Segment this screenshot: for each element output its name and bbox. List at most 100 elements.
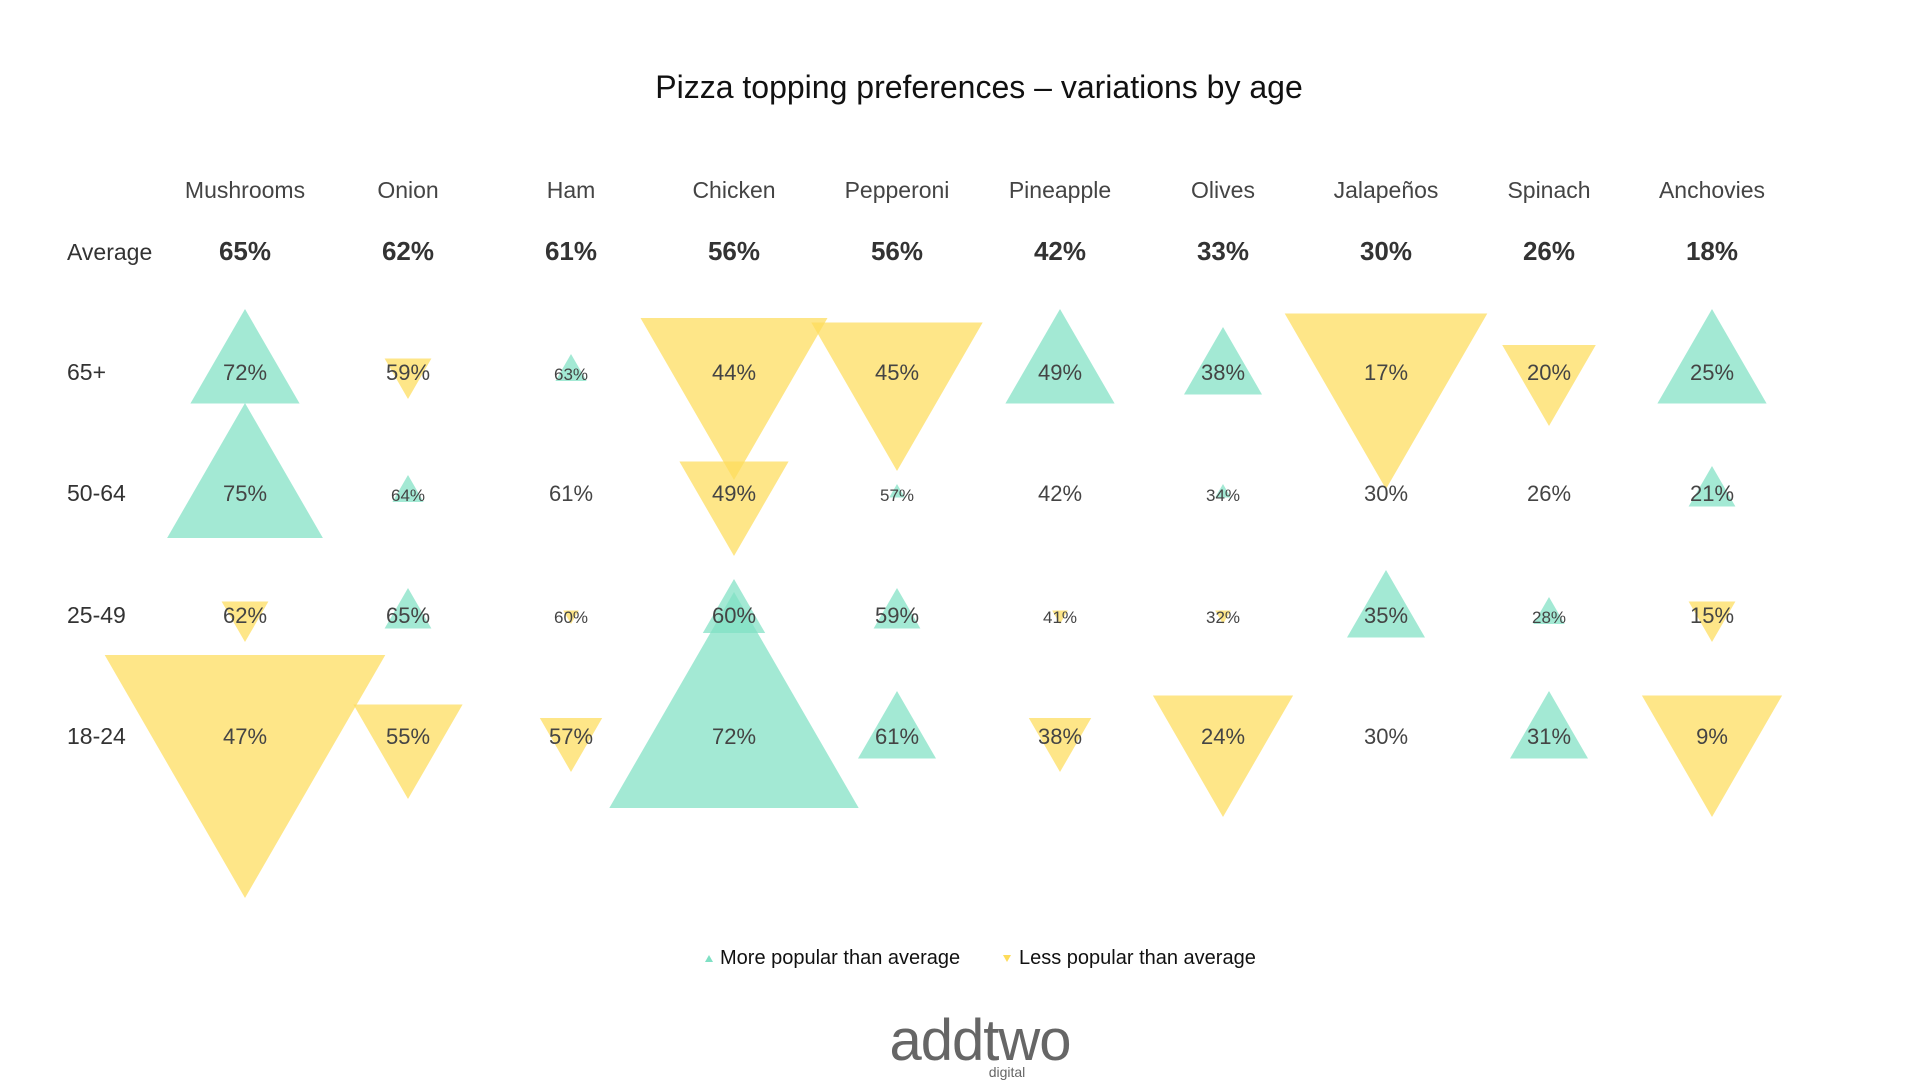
average-value-pepperoni: 56%: [871, 236, 923, 266]
triangle-onion-50-64: [392, 475, 424, 502]
triangle-anchovies-65-: [1657, 309, 1767, 404]
value-ham-50-64: 61%: [549, 481, 593, 506]
value-chicken-18-24: 72%: [712, 724, 756, 749]
value-olives-18-24: 24%: [1201, 724, 1245, 749]
value-mushrooms-18-24: 47%: [223, 724, 267, 749]
triangle-olives-50-64: [1215, 484, 1231, 498]
triangle-olives-18-24: [1152, 695, 1294, 817]
value-mushrooms-65-: 72%: [223, 360, 267, 385]
value-ham-25-49: 60%: [554, 608, 588, 627]
average-value-ham: 61%: [545, 236, 597, 266]
addtwo-logo: addtwo digital: [889, 1008, 1071, 1080]
triangle-spinach-25-49: [1533, 597, 1565, 624]
age-label-18-24: 18-24: [67, 723, 126, 749]
triangle-pineapple-25-49: [1052, 610, 1068, 624]
triangle-pineapple-18-24: [1028, 718, 1092, 772]
value-pineapple-18-24: 38%: [1038, 724, 1082, 749]
topping-label-spinach: Spinach: [1507, 177, 1590, 203]
triangle-anchovies-25-49: [1688, 601, 1736, 642]
chart-title: Pizza topping preferences – variations b…: [655, 69, 1303, 105]
legend-less-marker: [1003, 955, 1011, 962]
value-onion-18-24: 55%: [386, 724, 430, 749]
age-label-25-49: 25-49: [67, 602, 126, 628]
value-anchovies-65-: 25%: [1690, 360, 1734, 385]
triangle-pepperoni-50-64: [889, 484, 905, 498]
triangle-olives-65-: [1184, 327, 1262, 395]
average-value-jalapenos: 30%: [1360, 236, 1412, 266]
topping-label-anchovies: Anchovies: [1659, 177, 1765, 203]
triangle-anchovies-18-24: [1641, 695, 1783, 817]
triangle-pepperoni-18-24: [858, 691, 936, 759]
topping-label-mushrooms: Mushrooms: [185, 177, 305, 203]
legend: More popular than average Less popular t…: [705, 947, 1256, 969]
value-onion-50-64: 64%: [391, 486, 425, 505]
value-spinach-65-: 20%: [1527, 360, 1571, 385]
legend-less-label: Less popular than average: [1019, 947, 1256, 969]
triangle-spinach-18-24: [1510, 691, 1588, 759]
topping-label-pepperoni: Pepperoni: [845, 177, 950, 203]
triangle-jalapenos-65-: [1284, 313, 1488, 489]
value-jalapenos-50-64: 30%: [1364, 481, 1408, 506]
triangle-mushrooms-50-64: [167, 403, 323, 538]
value-chicken-50-64: 49%: [712, 481, 756, 506]
average-value-spinach: 26%: [1523, 236, 1575, 266]
triangle-chicken-50-64: [679, 461, 789, 556]
topping-label-olives: Olives: [1191, 177, 1255, 203]
triangle-jalapenos-25-49: [1347, 570, 1425, 638]
value-olives-25-49: 32%: [1206, 608, 1240, 627]
topping-label-pineapple: Pineapple: [1009, 177, 1111, 203]
value-mushrooms-25-49: 62%: [223, 603, 267, 628]
value-ham-18-24: 57%: [549, 724, 593, 749]
value-pineapple-50-64: 42%: [1038, 481, 1082, 506]
average-value-pineapple: 42%: [1034, 236, 1086, 266]
logo-main-text: addtwo: [889, 1008, 1070, 1073]
topping-label-ham: Ham: [547, 177, 596, 203]
value-chicken-25-49: 60%: [712, 603, 756, 628]
topping-label-onion: Onion: [377, 177, 438, 203]
value-pepperoni-25-49: 59%: [875, 603, 919, 628]
triangle-pepperoni-25-49: [873, 588, 921, 629]
age-label-65-: 65+: [67, 359, 106, 385]
topping-label-jalapenos: Jalapeños: [1334, 177, 1439, 203]
triangle-pineapple-65-: [1005, 309, 1115, 404]
value-chicken-65-: 44%: [712, 360, 756, 385]
average-value-olives: 33%: [1197, 236, 1249, 266]
value-spinach-18-24: 31%: [1527, 724, 1571, 749]
triangle-ham-65-: [555, 354, 587, 381]
logo-sub-text: digital: [989, 1064, 1026, 1080]
triangle-anchovies-50-64: [1688, 466, 1736, 507]
value-ham-65-: 63%: [554, 365, 588, 384]
triangle-olives-25-49: [1215, 610, 1231, 624]
value-pineapple-65-: 49%: [1038, 360, 1082, 385]
average-value-anchovies: 18%: [1686, 236, 1738, 266]
average-value-mushrooms: 65%: [219, 236, 271, 266]
value-jalapenos-65-: 17%: [1364, 360, 1408, 385]
value-spinach-50-64: 26%: [1527, 481, 1571, 506]
triangle-onion-25-49: [384, 588, 432, 629]
average-value-onion: 62%: [382, 236, 434, 266]
value-onion-65-: 59%: [386, 360, 430, 385]
average-value-chicken: 56%: [708, 236, 760, 266]
age-label-50-64: 50-64: [67, 480, 126, 506]
triangle-onion-18-24: [353, 704, 463, 799]
value-jalapenos-25-49: 35%: [1364, 603, 1408, 628]
triangle-mushrooms-25-49: [221, 601, 269, 642]
value-anchovies-18-24: 9%: [1696, 724, 1728, 749]
value-onion-25-49: 65%: [386, 603, 430, 628]
triangle-chicken-18-24: [609, 592, 859, 808]
triangle-ham-18-24: [539, 718, 603, 772]
legend-more-marker: [705, 955, 713, 962]
topping-label-chicken: Chicken: [692, 177, 775, 203]
triangle-onion-65-: [384, 358, 432, 399]
value-spinach-25-49: 28%: [1532, 608, 1566, 627]
triangle-chicken-65-: [640, 318, 828, 480]
value-mushrooms-50-64: 75%: [223, 481, 267, 506]
triangle-pepperoni-65-: [811, 322, 983, 471]
triangle-spinach-65-: [1502, 345, 1596, 426]
average-row-label: Average: [67, 239, 152, 265]
label-layer: Average Mushrooms 65% Onion 62% Ham 61% Chicke…: [67, 177, 1765, 749]
value-jalapenos-18-24: 30%: [1364, 724, 1408, 749]
triangle-mushrooms-65-: [190, 309, 300, 404]
value-olives-65-: 38%: [1201, 360, 1245, 385]
